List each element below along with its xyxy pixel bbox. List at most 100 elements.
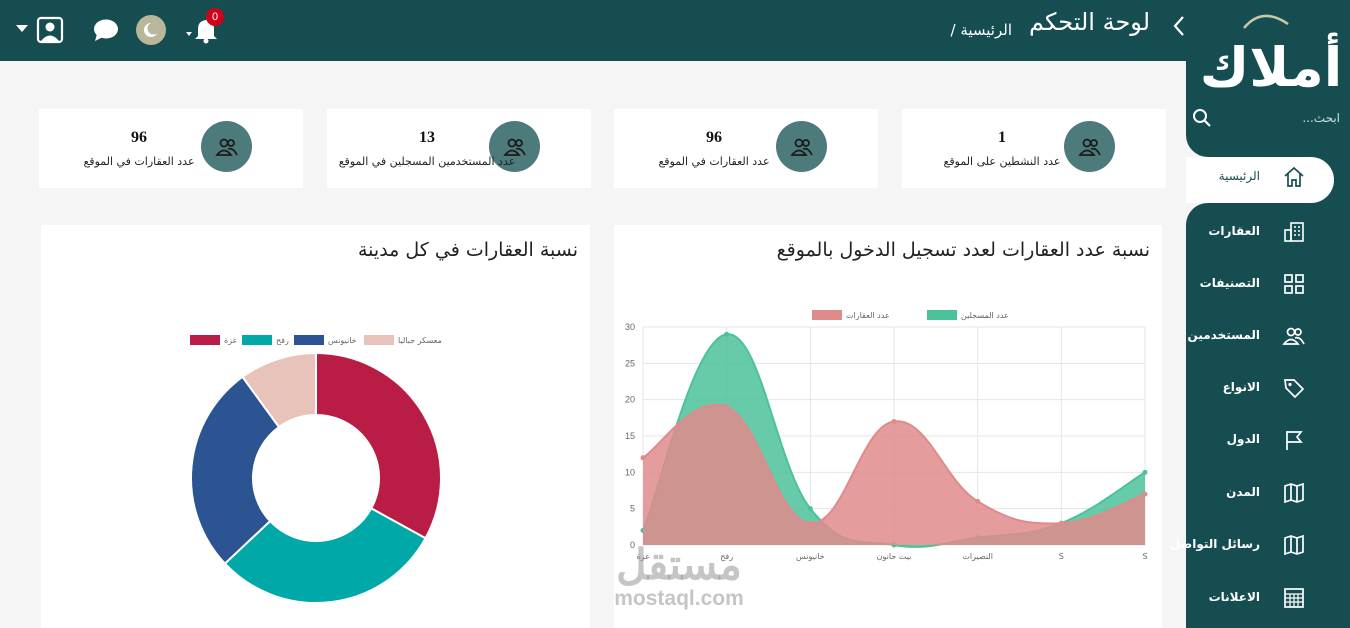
map-icon [1284,534,1304,556]
legend-label: غزة [224,336,237,345]
stat-card: 1 عدد النشطين على الموقع [902,109,1166,188]
stat-icon-circle [489,121,540,172]
sidebar-item[interactable]: الرئيسية [1190,157,1318,197]
y-tick-label: 15 [625,431,635,441]
legend-label: معسكر جباليا [398,336,442,345]
series-point [1058,520,1064,526]
sidebar-search-input[interactable] [1186,103,1350,133]
users-icon [790,138,813,156]
x-tick-label: بيت حانون [877,552,912,561]
series-area [643,404,1145,545]
series-point [975,498,981,504]
y-tick-label: 10 [625,467,635,477]
nav-curve-bottom [1186,203,1350,227]
building-icon [1284,222,1304,242]
y-tick-label: 5 [630,504,635,514]
donut-chart: غزة رفح خانيونس معسكر جباليا [190,335,442,604]
sidebar-item-label: المدن [1226,485,1260,499]
stat-card: 96 عدد العقارات في الموقع [39,109,303,188]
y-tick-label: 25 [625,358,635,368]
x-tick-label: رفح [720,552,733,561]
sidebar-item[interactable]: الاعلانات [1190,578,1318,618]
stat-value: 96 [131,129,147,146]
line-chart-title: نسبة عدد العقارات لعدد تسجيل الدخول بالم… [776,239,1150,261]
sidebar-item-label: التصنيفات [1199,276,1260,290]
series-point [891,418,897,424]
sidebar-item[interactable]: التصنيفات [1190,264,1318,304]
sidebar-item-label: رسائل التواصل [1169,537,1260,551]
x-tick-label: S [1142,552,1147,561]
line-chart-panel: نسبة عدد العقارات لعدد تسجيل الدخول بالم… [614,225,1162,628]
stat-label: عدد المستخدمين المسجلين في الموقع [338,155,516,168]
watermark-latin: mostaql.com [614,587,744,610]
sidebar-item-label: الدول [1226,432,1260,446]
sidebar-item-label: الرئيسية [1218,169,1260,183]
series-point [1142,469,1148,475]
y-tick-label: 20 [625,395,635,405]
chevron-left-icon[interactable] [1168,12,1192,40]
nav-curve-top [1186,133,1350,157]
series-point [724,331,730,337]
grid-icon [1284,274,1304,294]
sidebar-item[interactable]: المدن [1190,473,1318,513]
legend-swatch [242,335,272,345]
stat-label: عدد العقارات في الموقع [83,155,195,168]
sidebar-item[interactable]: رسائل التواصل [1170,525,1318,565]
series-point [1142,491,1148,497]
stat-value: 96 [706,129,722,146]
x-tick-label: غزة [637,552,650,561]
legend-label: رفح [276,336,289,345]
legend-swatch [294,335,324,345]
legend-label: عدد العقارات [846,311,890,320]
line-chart: 0 5 10 15 20 25 30 غزة رفح خانيونس بيت حانون النصير… [625,310,1148,561]
sidebar-item[interactable]: الانواع [1190,368,1318,408]
chat-icon[interactable] [92,17,120,43]
stat-card: 13 عدد المستخدمين المسجلين في الموقع [327,109,591,188]
stat-icon-circle [1064,121,1115,172]
legend-label: عدد المسجلين [961,311,1009,320]
series-point [807,520,813,526]
stat-icon-circle [776,121,827,172]
legend-label: خانيونس [328,336,357,345]
page-title: لوحة التحكم [1029,8,1150,36]
nav-active-highlight [1186,157,1334,203]
users-icon [503,138,526,156]
x-tick-label: النصيرات [962,552,993,561]
stat-card: 96 عدد العقارات في الموقع [614,109,878,188]
x-tick-label: خانيونس [796,552,825,561]
stat-value: 13 [419,129,435,146]
sidebar-item-label: الاعلانات [1208,590,1260,604]
legend-swatch [364,335,394,345]
donut-slice [241,351,317,429]
table-icon [1284,588,1304,608]
user-avatar-icon[interactable] [136,15,166,45]
donut-chart-title: نسبة العقارات في كل مدينة [357,239,578,261]
x-tick-label: S [1059,552,1064,561]
flag-icon [1286,431,1303,450]
y-tick-label: 30 [625,322,635,332]
sidebar-item[interactable]: المستخدمين [1187,316,1318,356]
notification-badge: 0 [206,8,224,26]
donut-slice [190,375,281,565]
brand-text: أملاك [1200,32,1342,99]
stat-label: عدد العقارات في الموقع [658,155,770,168]
legend-swatch [927,310,957,320]
home-icon [1284,166,1304,187]
donut-chart-panel: نسبة العقارات في كل مدينة غزة رفح خانيونس م… [41,225,590,628]
sidebar-item-label: المستخدمين [1187,328,1260,342]
donut-slice [315,351,442,540]
series-point [640,455,646,461]
users-icon [1078,138,1101,156]
sidebar-item[interactable]: العقارات [1190,212,1318,252]
sidebar-item-label: العقارات [1208,224,1260,238]
sidebar-item[interactable]: الدول [1190,420,1318,460]
legend-swatch [190,335,220,345]
sidebar-item-label: الانواع [1222,380,1260,394]
stat-label: عدد النشطين على الموقع [943,155,1061,168]
watermark-arabic: مستقل [616,541,742,588]
tag-icon [1284,379,1305,399]
breadcrumb[interactable]: / الرئيسية [950,21,1013,39]
map-icon [1284,482,1304,504]
user-menu-icon[interactable] [14,16,66,44]
donut-slice [223,506,427,604]
